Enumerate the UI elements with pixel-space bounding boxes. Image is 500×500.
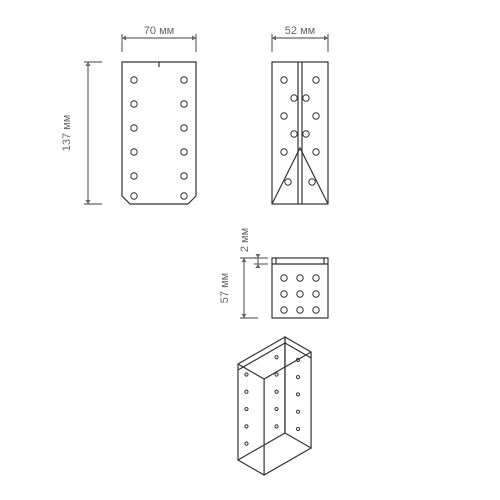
iso-front-hole-8	[275, 373, 278, 376]
bottom-hole-7	[297, 307, 303, 313]
iso-front-hole-3	[245, 390, 248, 393]
dim-70mm-label: 70 мм	[144, 25, 174, 37]
side-hole-2	[291, 95, 297, 101]
front-hole-2	[131, 101, 137, 107]
side-hole-3	[303, 95, 309, 101]
side-hole-7	[303, 131, 309, 137]
front-hole-0	[131, 77, 137, 83]
dim-70mm: 70 мм	[122, 25, 196, 52]
iso-right-hole-3	[296, 376, 299, 379]
side-fold	[272, 148, 328, 204]
front-hole-8	[131, 173, 137, 179]
front-hole-6	[131, 149, 137, 155]
bottom-hole-8	[313, 307, 319, 313]
front-hole-11	[181, 193, 187, 199]
bottom-hole-5	[313, 291, 319, 297]
bottom-hole-0	[281, 275, 287, 281]
iso-front-hole-6	[275, 407, 278, 410]
iso-front-hole-0	[245, 442, 248, 445]
side-outline	[272, 62, 328, 204]
bottom-hole-3	[281, 291, 287, 297]
iso-right-hole-2	[296, 393, 299, 396]
front-hole-4	[131, 125, 137, 131]
front-hole-7	[181, 149, 187, 155]
side-hole-11	[309, 179, 315, 185]
bottom-hole-6	[281, 307, 287, 313]
iso-front-hole-1	[245, 425, 248, 428]
dim-57mm: 57 мм	[219, 258, 258, 318]
iso-front-hole-4	[245, 373, 248, 376]
iso-front-hole-5	[275, 425, 278, 428]
iso-right-hole-1	[296, 410, 299, 413]
front-hole-10	[131, 193, 137, 199]
dim-2mm-label: 2 мм	[239, 228, 251, 252]
dim-137mm-label: 137 мм	[61, 115, 73, 152]
dim-137mm: 137 мм	[61, 62, 102, 204]
side-hole-9	[313, 149, 319, 155]
side-hole-8	[281, 149, 287, 155]
side-hole-1	[313, 77, 319, 83]
iso-right-hole-0	[296, 427, 299, 430]
front-hole-9	[181, 173, 187, 179]
side-view: 52 мм	[272, 25, 328, 204]
iso-front-hole-2	[245, 407, 248, 410]
bottom-hole-4	[297, 291, 303, 297]
iso-view	[238, 337, 311, 475]
front-hole-3	[181, 101, 187, 107]
bottom-outline	[272, 258, 328, 318]
dim-52mm: 52 мм	[272, 25, 328, 52]
dim-57mm-label: 57 мм	[219, 273, 231, 303]
side-hole-5	[313, 113, 319, 119]
front-hole-1	[181, 77, 187, 83]
bottom-view: 57 мм 2 мм	[219, 228, 328, 318]
front-view: 70 мм 137 мм	[61, 25, 196, 204]
side-hole-4	[281, 113, 287, 119]
side-hole-0	[281, 77, 287, 83]
bottom-hole-1	[297, 275, 303, 281]
side-hole-10	[285, 179, 291, 185]
front-hole-5	[181, 125, 187, 131]
iso-front-plate	[238, 337, 285, 460]
dim-52mm-label: 52 мм	[285, 25, 315, 37]
bottom-hole-2	[313, 275, 319, 281]
side-hole-6	[291, 131, 297, 137]
iso-front-hole-7	[275, 390, 278, 393]
iso-front-hole-9	[275, 356, 278, 359]
